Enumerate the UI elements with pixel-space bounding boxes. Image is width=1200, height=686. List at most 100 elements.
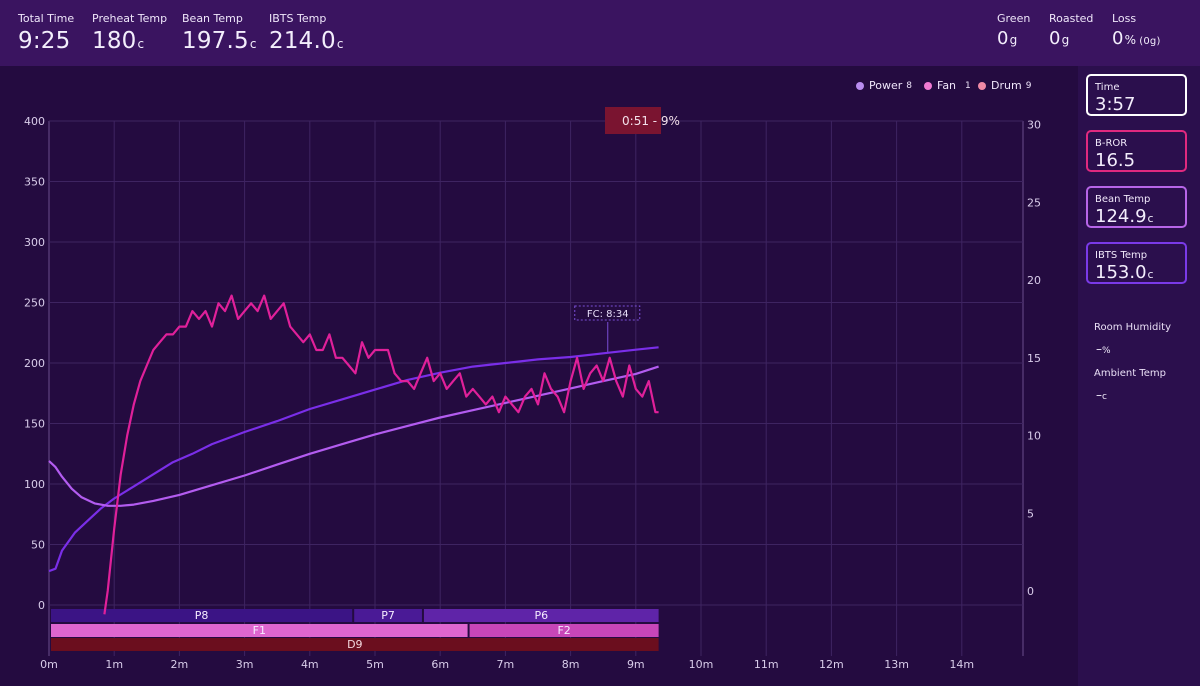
- phase-bar-f2: [469, 624, 659, 637]
- y-left-tick-label: 350: [24, 176, 45, 189]
- loss-value: 0: [1112, 28, 1124, 49]
- power-legend-dot: [856, 81, 864, 90]
- legend-fan: Fan 1: [924, 79, 971, 92]
- fan-legend-value: 1: [965, 80, 971, 91]
- loss-label: Loss: [1112, 12, 1137, 25]
- x-tick-label: 10m: [689, 658, 714, 671]
- loss-unit: %: [1124, 33, 1137, 47]
- x-tick-label: 9m: [627, 658, 645, 671]
- preheat-temp-unit: c: [137, 37, 145, 51]
- fan-legend-dot: [924, 81, 932, 90]
- cursor-sidebar: Time 3:57 B-ROR 16.5 Bean Temp 124.9c IB…: [1078, 66, 1200, 686]
- drum-legend-dot: [978, 81, 986, 90]
- phase-bar-d9: [51, 638, 659, 651]
- cursor-bror-label: B-ROR: [1095, 138, 1128, 149]
- roasted-weight-value: 0: [1049, 28, 1061, 49]
- power-legend-label: Power: [869, 79, 903, 92]
- x-tick-label: 13m: [884, 658, 909, 671]
- y-right-tick-label: 30: [1027, 119, 1041, 132]
- phase-bars: P8 P7 P6 F1 F2 D9: [51, 609, 659, 651]
- ibts-temp-value: 214.0: [269, 28, 336, 54]
- x-tick-label: 11m: [754, 658, 779, 671]
- y-left-tick-label: 200: [24, 357, 45, 370]
- roast-profile-chart[interactable]: P8 P7 P6 F1 F2 D9 FC: 8:34 0:51 - 9% 0m 1m 2m 3m 4…: [0, 66, 1078, 686]
- cursor-time-value: 3:57: [1095, 94, 1136, 115]
- top-stats-bar: Total Time 9:25 Preheat Temp 180c Bean T…: [0, 0, 1200, 66]
- legend-power: Power 8: [856, 79, 912, 92]
- x-tick-label: 12m: [819, 658, 844, 671]
- cursor-bean-temp-card: Bean Temp 124.9c: [1086, 186, 1187, 228]
- phase-bar-label: F1: [253, 624, 266, 637]
- development-box: [605, 107, 661, 134]
- total-time-label: Total Time: [18, 12, 75, 25]
- phase-bar-p8: [51, 609, 353, 622]
- roasted-weight-label: Roasted: [1049, 12, 1094, 25]
- ambient-temp-label: Ambient Temp: [1094, 368, 1166, 379]
- y-right-tick-label: 20: [1027, 274, 1041, 287]
- room-humidity-label: Room Humidity: [1094, 322, 1171, 333]
- ibts-temp-line: [48, 346, 659, 573]
- cursor-bean-temp-label: Bean Temp: [1095, 194, 1151, 205]
- roasted-weight-stat[interactable]: Roasted 0g: [1049, 12, 1093, 49]
- y-left-tick-label: 50: [31, 539, 45, 552]
- x-tick-label: 14m: [949, 658, 974, 671]
- development-label: 0:51 - 9%: [622, 114, 680, 128]
- green-weight-stat[interactable]: Green 0g: [997, 12, 1030, 49]
- green-weight-unit: g: [1009, 33, 1018, 47]
- x-tick-label: 2m: [171, 658, 189, 671]
- x-tick-label: 4m: [301, 658, 319, 671]
- fan-legend-label: Fan: [937, 79, 957, 92]
- first-crack-box: [574, 305, 641, 321]
- cursor-bean-temp-value: 124.9: [1095, 206, 1147, 227]
- loss-stat: Loss 0% (0g): [1112, 12, 1161, 49]
- ibts-temp-unit: c: [336, 37, 344, 51]
- bean-temp-unit: c: [249, 37, 257, 51]
- loss-grams: (0g): [1139, 36, 1161, 47]
- phase-bar-label: P6: [534, 609, 548, 622]
- phase-bar-label: P8: [195, 609, 209, 622]
- cursor-bror-value: 16.5: [1095, 150, 1136, 171]
- ibts-temp-stat: IBTS Temp 214.0c: [269, 12, 344, 54]
- roasted-weight-unit: g: [1061, 33, 1070, 47]
- y-left-tick-label: 250: [24, 297, 45, 310]
- preheat-temp-value: 180: [92, 28, 137, 54]
- y-left-tick-label: 150: [24, 418, 45, 431]
- preheat-temp-label: Preheat Temp: [92, 12, 168, 25]
- x-tick-label: 3m: [236, 658, 254, 671]
- cursor-ibts-temp-card: IBTS Temp 153.0c: [1086, 242, 1187, 284]
- bean-temp-value: 197.5: [182, 28, 249, 54]
- chart-series: [48, 294, 659, 615]
- y-left-tick-label: 0: [38, 599, 45, 612]
- phase-bar-p6: [423, 609, 659, 622]
- cursor-bean-temp-unit: c: [1147, 212, 1154, 225]
- total-time-stat: Total Time 9:25: [18, 12, 74, 54]
- chart-axes: 0m 1m 2m 3m 4m 5m 6m 7m 8m 9m 10m 11m 12m 13m 14m 400 35…: [24, 115, 1041, 671]
- bean-temp-label: Bean Temp: [182, 12, 243, 25]
- ibts-temp-label: IBTS Temp: [269, 12, 327, 25]
- phase-bar-label: F2: [557, 624, 570, 637]
- bean-temp-line: [48, 365, 659, 507]
- drum-legend-value: 9: [1025, 80, 1032, 91]
- x-tick-label: 8m: [562, 658, 580, 671]
- drum-legend-label: Drum: [991, 79, 1022, 92]
- cursor-ibts-temp-value: 153.0: [1095, 262, 1147, 283]
- phase-bar-label: D9: [347, 638, 362, 651]
- y-right-tick-label: 10: [1027, 430, 1041, 443]
- phase-bar-f1: [51, 624, 468, 637]
- y-left-tick-label: 400: [24, 115, 45, 128]
- power-legend-value: 8: [906, 80, 912, 91]
- y-right-tick-label: 15: [1027, 352, 1041, 365]
- x-tick-label: 7m: [497, 658, 515, 671]
- total-time-value: 9:25: [18, 28, 71, 54]
- legend-drum: Drum 9: [978, 79, 1031, 92]
- y-left-tick-label: 300: [24, 236, 45, 249]
- cursor-time-card: Time 3:57: [1086, 74, 1187, 116]
- cursor-time-label: Time: [1095, 82, 1120, 93]
- bean-temp-stat: Bean Temp 197.5c: [182, 12, 257, 54]
- b-ror-line: [103, 294, 659, 615]
- phase-bar-p7: [354, 609, 422, 622]
- room-humidity-value: –%: [1096, 342, 1111, 356]
- first-crack-label: FC: 8:34: [587, 309, 629, 320]
- x-tick-label: 5m: [366, 658, 384, 671]
- x-tick-label: 6m: [431, 658, 449, 671]
